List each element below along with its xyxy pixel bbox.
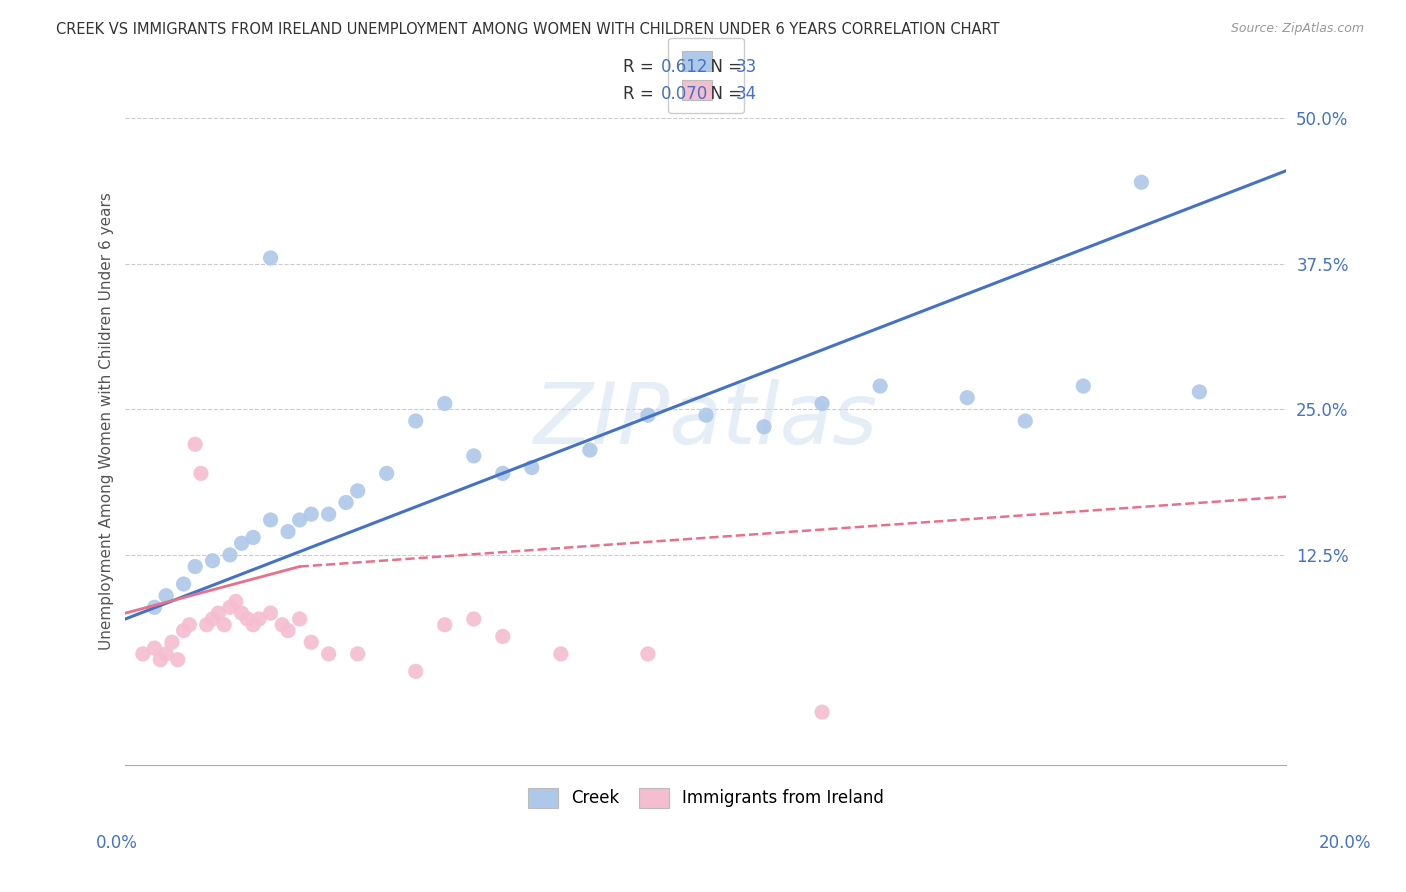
Point	[752, 419, 775, 434]
Point	[637, 647, 659, 661]
Point	[219, 600, 242, 615]
Point	[277, 524, 299, 539]
Point	[463, 612, 485, 626]
Point	[207, 606, 229, 620]
Point	[1188, 384, 1211, 399]
Point	[550, 647, 572, 661]
Point	[190, 467, 212, 481]
Point	[277, 624, 299, 638]
Point	[231, 536, 253, 550]
Text: 0.0%: 0.0%	[96, 834, 138, 852]
Point	[299, 635, 322, 649]
Text: 0.070: 0.070	[661, 85, 709, 103]
Point	[811, 705, 834, 719]
Point	[259, 606, 281, 620]
Point	[811, 396, 834, 410]
Point	[695, 408, 717, 422]
Text: N =: N =	[700, 58, 748, 76]
Point	[259, 251, 281, 265]
Text: 20.0%: 20.0%	[1319, 834, 1371, 852]
Point	[433, 396, 456, 410]
Point	[318, 507, 340, 521]
Point	[346, 483, 368, 498]
Point	[1071, 379, 1094, 393]
Point	[242, 617, 264, 632]
Point	[166, 653, 188, 667]
Point	[184, 437, 207, 451]
Point	[155, 647, 177, 661]
Text: R =: R =	[623, 85, 659, 103]
Point	[225, 594, 247, 608]
Point	[219, 548, 242, 562]
Point	[132, 647, 155, 661]
Point	[637, 408, 659, 422]
Point	[149, 653, 172, 667]
Text: CREEK VS IMMIGRANTS FROM IRELAND UNEMPLOYMENT AMONG WOMEN WITH CHILDREN UNDER 6 : CREEK VS IMMIGRANTS FROM IRELAND UNEMPLO…	[56, 22, 1000, 37]
Text: R =: R =	[623, 58, 659, 76]
Point	[231, 606, 253, 620]
Point	[335, 495, 357, 509]
Point	[236, 612, 259, 626]
Point	[271, 617, 294, 632]
Point	[375, 467, 398, 481]
Point	[155, 589, 177, 603]
Y-axis label: Unemployment Among Women with Children Under 6 years: Unemployment Among Women with Children U…	[100, 192, 114, 650]
Point	[184, 559, 207, 574]
Point	[492, 629, 515, 643]
Point	[143, 641, 166, 656]
Point	[179, 617, 201, 632]
Point	[173, 624, 195, 638]
Point	[492, 467, 515, 481]
Point	[869, 379, 891, 393]
Point	[242, 530, 264, 544]
Point	[288, 513, 311, 527]
Point	[579, 443, 602, 458]
Point	[318, 647, 340, 661]
Point	[201, 554, 224, 568]
Point	[433, 617, 456, 632]
Text: 0.612: 0.612	[661, 58, 709, 76]
Point	[346, 647, 368, 661]
Point	[259, 513, 281, 527]
Point	[288, 612, 311, 626]
Point	[195, 617, 218, 632]
Point	[405, 414, 427, 428]
Text: Source: ZipAtlas.com: Source: ZipAtlas.com	[1230, 22, 1364, 36]
Point	[299, 507, 322, 521]
Point	[520, 460, 543, 475]
Point	[463, 449, 485, 463]
Point	[1130, 175, 1153, 189]
Text: 33: 33	[735, 58, 756, 76]
Point	[247, 612, 270, 626]
Point	[143, 600, 166, 615]
Text: ZIPatlas: ZIPatlas	[534, 379, 879, 462]
Point	[405, 665, 427, 679]
Point	[956, 391, 979, 405]
Legend: Creek, Immigrants from Ireland: Creek, Immigrants from Ireland	[520, 780, 891, 814]
Text: 34: 34	[735, 85, 756, 103]
Point	[212, 617, 235, 632]
Point	[201, 612, 224, 626]
Point	[173, 577, 195, 591]
Point	[160, 635, 183, 649]
Point	[1014, 414, 1036, 428]
Text: N =: N =	[700, 85, 748, 103]
